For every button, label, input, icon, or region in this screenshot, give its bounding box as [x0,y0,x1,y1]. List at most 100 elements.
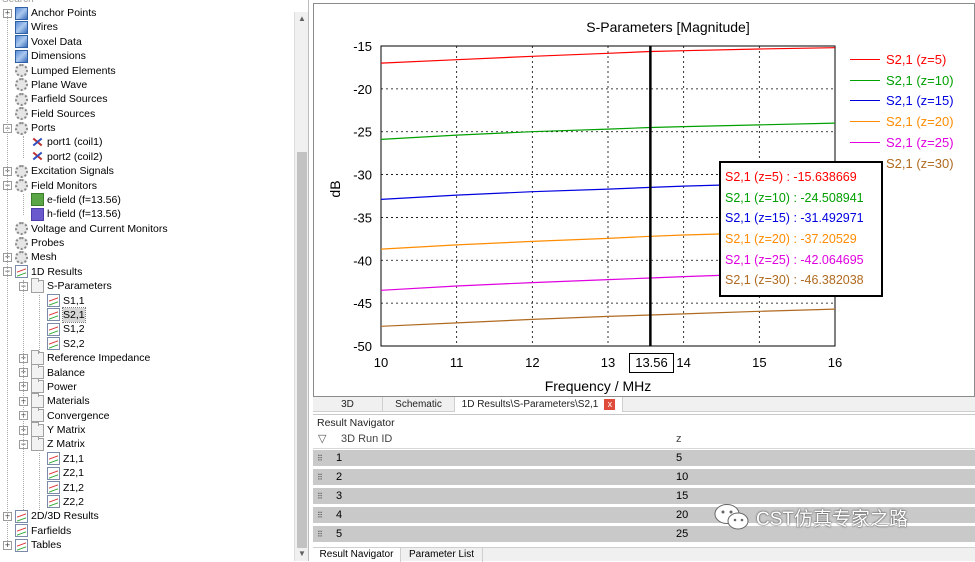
tree-item-s-parameters[interactable]: − S-Parameters [19,277,112,293]
tree-item-anchor-points[interactable]: + Anchor Points [3,6,96,20]
series-line-6[interactable] [380,308,836,327]
tree-search-input[interactable]: Search [0,0,292,8]
gear-icon [15,64,28,78]
scroll-up-icon[interactable]: ▲ [298,14,306,23]
filter-icon[interactable]: ▽ [318,433,327,445]
tree-item-y-matrix[interactable]: + Y Matrix [19,421,85,437]
tree-item-farfields[interactable]: Farfields [3,524,71,538]
cube-icon [15,49,28,63]
row-handle-icon[interactable]: ⠿ [317,511,323,520]
tree-item-s1-1[interactable]: S1,1 [35,294,85,308]
tree-item-z1-1[interactable]: Z1,1 [35,452,84,466]
tree-item-s1-2[interactable]: S1,2 [35,322,85,336]
legend-swatch [850,79,880,81]
folder-icon [31,378,44,394]
tree-connector-line [39,295,40,352]
row-handle-icon[interactable]: ⠿ [317,454,323,463]
tree-item-reference-impedance[interactable]: + Reference Impedance [19,349,150,365]
wechat-icon [714,504,749,530]
tree-item-label: S1,1 [63,294,85,307]
tree-item-label: Z2,2 [63,495,85,508]
tree-item-voxel-data[interactable]: Voxel Data [3,35,82,49]
scrollbar-thumb[interactable] [297,152,307,548]
tree-item-s2-2[interactable]: S2,2 [35,337,85,351]
tree-item-1d-results[interactable]: −1D Results [3,265,82,279]
legend-item[interactable]: S2,1 (z=20) [850,111,975,132]
tab-1d-results-s21[interactable]: 1D Results\S-Parameters\S2,1 x [455,397,623,412]
plot-window: 10 11 12 13 14 15 16 -15 -20 -25 -30 -35 -40 -45 -50 S-… [313,3,975,397]
expand-icon[interactable]: + [3,539,12,550]
legend-item[interactable]: S2,1 (z=15) [850,91,975,112]
tree-item-voltage-and-current-monitors[interactable]: Voltage and Current Monitors [3,222,168,236]
gear-icon [15,121,28,135]
series-line-1[interactable] [380,47,836,64]
z-cell: 10 [676,471,689,483]
tree-item-e-field-f-13-56[interactable]: e-field (f=13.56) [19,193,121,207]
readout-line: S2,1 (z=5) : -15.638669 [725,170,857,184]
tree-item-z2-1[interactable]: Z2,1 [35,466,84,480]
legend-item[interactable]: S2,1 (z=5) [850,49,975,70]
close-icon[interactable]: x [604,398,616,410]
column-header-z[interactable]: z [676,433,682,445]
tree-item-field-sources[interactable]: Field Sources [3,107,95,121]
gear-icon [15,164,28,178]
tree-item-dimensions[interactable]: Dimensions [3,49,86,63]
tree-item-tables[interactable]: + Tables [3,538,61,552]
tree-item-label: Materials [47,395,90,408]
tree-item-ports[interactable]: − Ports [3,121,56,135]
tree-item-plane-wave[interactable]: Plane Wave [3,78,87,92]
legend-item[interactable]: S2,1 (z=10) [850,70,975,91]
tree-item-materials[interactable]: + Materials [19,392,90,408]
tab-schematic[interactable]: Schematic [383,397,455,412]
tree-item-2d-3d-results[interactable]: +2D/3D Results [3,509,99,523]
tree-item-z1-2[interactable]: Z1,2 [35,481,84,495]
row-handle-icon[interactable]: ⠿ [317,492,323,501]
tree-item-excitation-signals[interactable]: + Excitation Signals [3,164,114,178]
legend-label: S2,1 (z=30) [886,155,954,171]
tree-item-label: Tables [31,539,62,552]
tree-item-label: Z Matrix [47,438,85,451]
tree-item-mesh[interactable]: + Mesh [3,250,57,264]
tree-scrollbar[interactable]: ▲ ▼ [294,12,308,561]
tree-item-port1-coil1[interactable]: port1 (coil1) [19,135,102,149]
tree-item-lumped-elements[interactable]: Lumped Elements [3,64,116,78]
port-icon [31,136,44,149]
readout-line: S2,1 (z=10) : -24.508941 [725,190,864,205]
y-axis-label: dB [327,180,343,197]
navigator-row[interactable]: ⠿ 3 15 [313,488,975,505]
tree-item-probes[interactable]: Probes [3,236,64,250]
tree-item-farfield-sources[interactable]: Farfield Sources [3,92,107,106]
legend-swatch [850,58,880,60]
tree-item-balance[interactable]: + Balance [19,364,85,380]
tree-item-z2-2[interactable]: Z2,2 [35,495,84,509]
navigator-row[interactable]: ⠿ 5 25 [313,526,975,543]
tree-item-convergence[interactable]: + Convergence [19,407,110,423]
folder-icon [31,421,44,437]
row-handle-icon[interactable]: ⠿ [317,473,323,482]
tree-item-wires[interactable]: Wires [3,20,58,34]
tab-3d[interactable]: 3D [313,397,383,412]
navigator-row[interactable]: ⠿ 2 10 [313,469,975,486]
tree-item-power[interactable]: + Power [19,378,77,394]
tree-item-z-matrix[interactable]: − Z Matrix [19,435,85,451]
scroll-down-icon[interactable]: ▼ [298,549,306,558]
tree-item-h-field-f-13-56[interactable]: h-field (f=13.56) [19,207,121,221]
tree-item-label: Convergence [47,409,110,422]
tree-item-port2-coil2[interactable]: port2 (coil2) [19,150,102,164]
tree-item-label: S2,1 [62,306,86,323]
row-handle-icon[interactable]: ⠿ [317,530,323,539]
tree-item-label: Dimensions [31,50,86,63]
tab-parameter-list[interactable]: Parameter List [401,548,483,562]
result-icon [47,294,60,308]
tree-item-s2-1[interactable]: S2,1 [35,306,86,323]
navigator-row[interactable]: ⠿ 1 5 [313,450,975,467]
navigator-row[interactable]: ⠿ 4 20 [313,507,975,524]
tab-result-navigator[interactable]: Result Navigator [313,548,401,562]
cursor-x-label[interactable]: 13.56 [629,353,674,373]
legend-label: S2,1 (z=25) [886,135,954,151]
column-header-run-id[interactable]: 3D Run ID [341,433,393,445]
series-line-2[interactable] [380,122,836,140]
legend-item[interactable]: S2,1 (z=25) [850,132,975,153]
result-icon [15,509,28,523]
tree-item-field-monitors[interactable]: − Field Monitors [3,179,97,193]
